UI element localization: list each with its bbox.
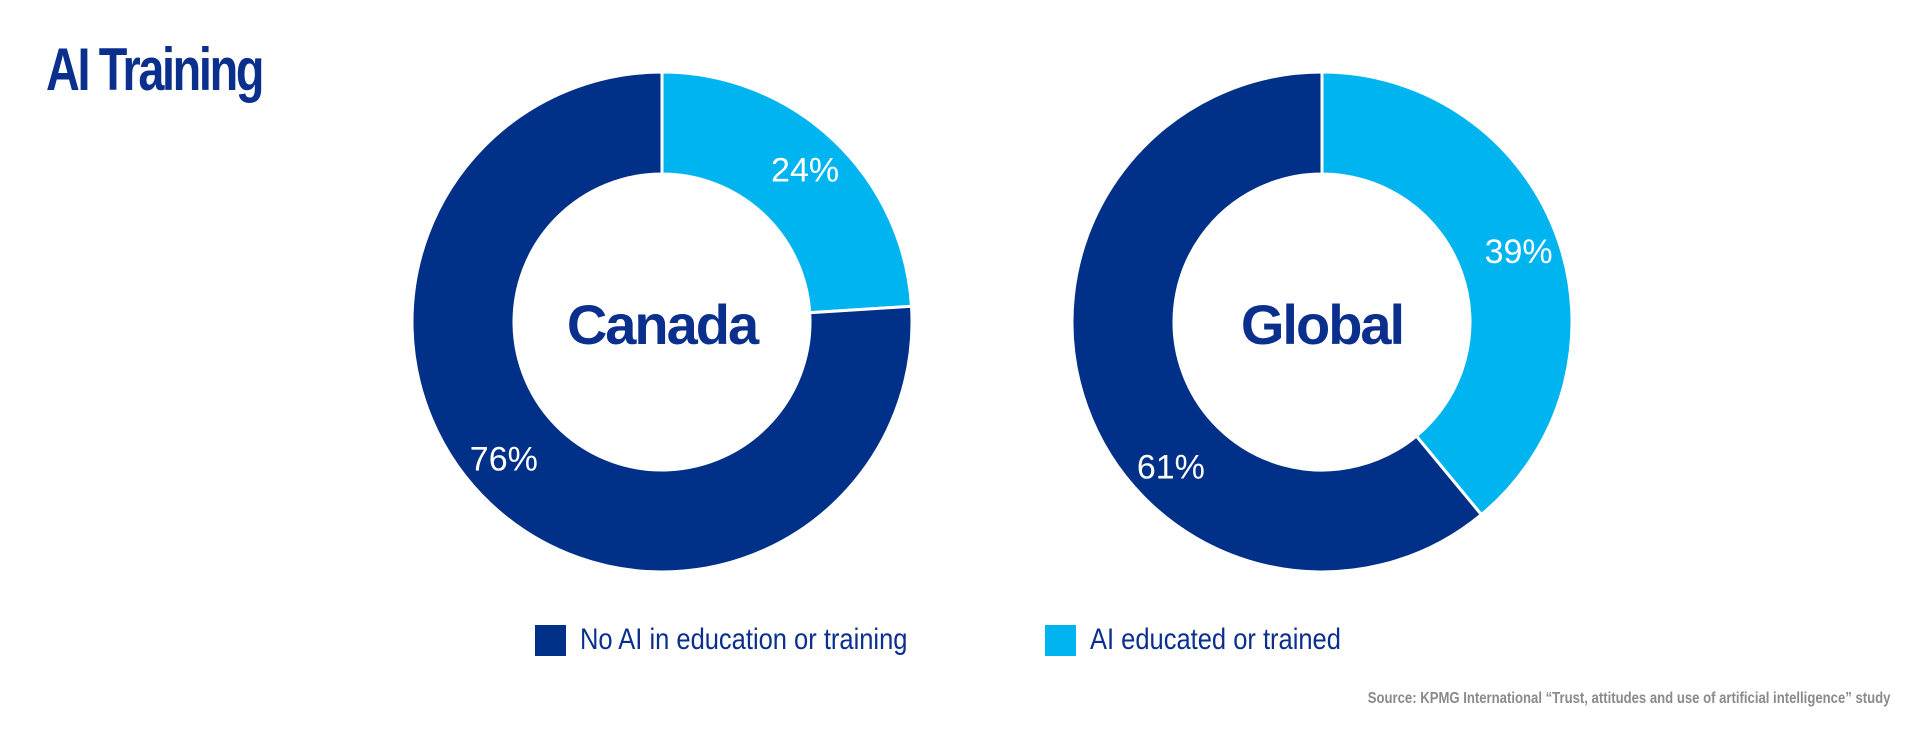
page-title: AI Training [46,36,264,103]
global-label-no-ai-in-education-or-training: 61% [1137,448,1205,486]
canada-slice-ai-educated-or-trained [660,70,914,315]
legend-item-no-ai: No AI in education or training [534,620,965,660]
global-center-label: Global [1241,293,1403,356]
canada-label-no-ai-in-education-or-training: 76% [470,441,538,479]
canada-center-label: Canada [567,293,760,356]
global-slice-ai-educated-or-trained [1320,70,1574,517]
legend-swatch-no-ai [534,624,566,656]
canada-label-ai-educated-or-trained: 24% [771,152,839,190]
legend-label-no-ai: No AI in education or training [579,623,908,656]
legend: No AI in education or training AI educat… [0,620,1920,660]
source-note: Source: KPMG International “Trust, attit… [1367,690,1890,707]
global-label-ai-educated-or-trained: 39% [1485,233,1553,271]
legend-item-ai-trained: AI educated or trained [1045,620,1385,660]
legend-swatch-ai-trained [1045,624,1077,656]
legend-label-ai-trained: AI educated or trained [1090,623,1341,656]
global-slice-no-ai-in-education-or-training [1070,70,1484,574]
canada-slice-no-ai-in-education-or-training [410,70,914,574]
